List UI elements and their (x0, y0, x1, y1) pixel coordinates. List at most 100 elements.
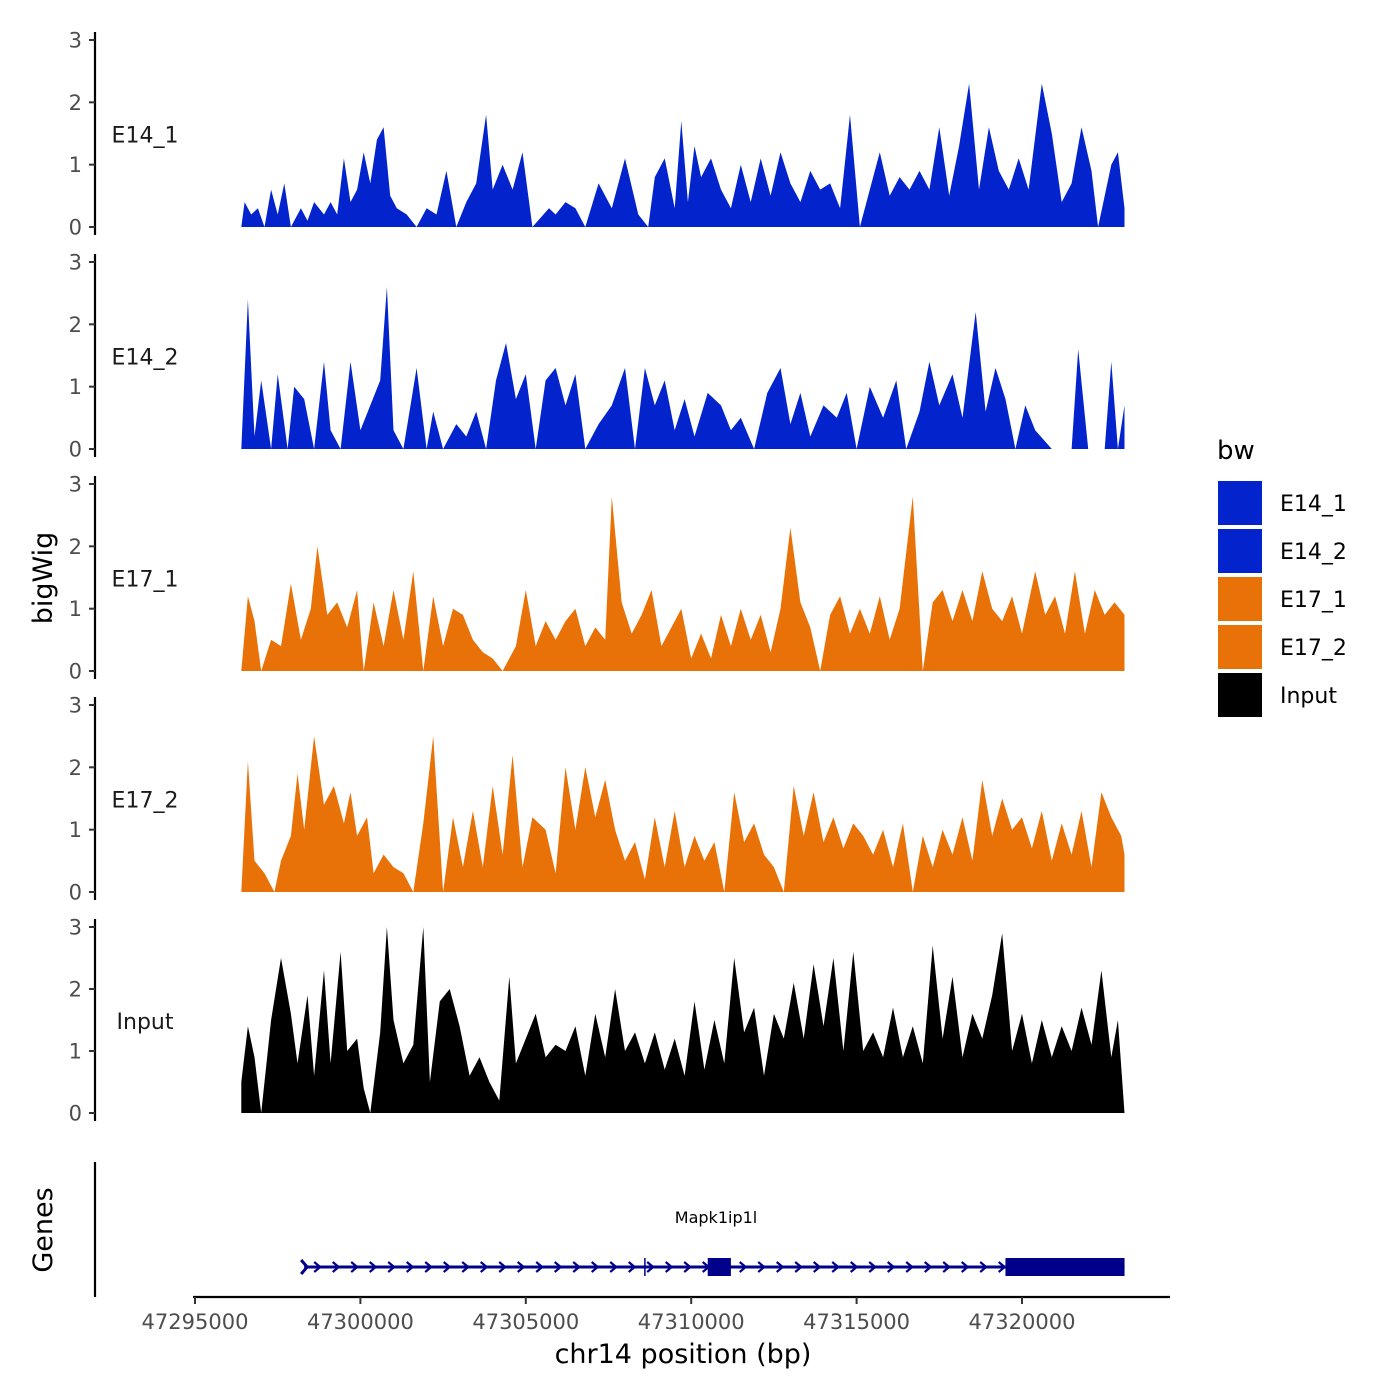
y-tick-label: 3 (69, 473, 82, 497)
y-tick-label: 2 (69, 756, 82, 780)
strand-arrow (627, 1261, 637, 1273)
x-axis: 47295000 47300000 47305000 47310000 47315000… (142, 1295, 1170, 1334)
y-tick-label: 0 (69, 438, 82, 462)
track-label: E14_1 (112, 124, 179, 149)
y-tick-label: 3 (69, 29, 82, 53)
strand-arrow (905, 1261, 914, 1273)
strand-arrow (960, 1261, 970, 1273)
strand-arrow (516, 1261, 526, 1273)
legend-label: E17_1 (1280, 588, 1347, 613)
track-label: E17_1 (112, 568, 179, 593)
y-tick-label: 0 (69, 1102, 82, 1126)
track-e14-1: 0 1 2 3 E14_1 (69, 29, 1125, 240)
strand-arrow (738, 1261, 748, 1273)
strand-arrow (849, 1261, 859, 1273)
y-tick-label: 1 (69, 153, 82, 177)
legend: E14_1 E14_2 E17_1 E17_2 Input (1216, 479, 1347, 719)
exon (300, 1259, 310, 1275)
strand-arrow (886, 1261, 896, 1273)
strand-arrow (646, 1261, 655, 1273)
strand-arrow (405, 1261, 415, 1273)
legend-item-e17-2: E17_2 (1216, 623, 1347, 671)
x-tick-label: 47320000 (969, 1310, 1076, 1334)
strand-arrow (368, 1261, 378, 1273)
y-tick-label: 0 (69, 881, 82, 905)
legend-label: E14_1 (1280, 492, 1347, 517)
track-label: E14_2 (112, 346, 179, 371)
strand-arrow (479, 1261, 489, 1273)
x-tick-label: 47300000 (307, 1310, 414, 1334)
y-tick-label: 0 (69, 660, 82, 684)
legend-swatch (1216, 575, 1264, 623)
strand-arrow (997, 1261, 1007, 1273)
y-tick-label: 1 (69, 1040, 82, 1064)
legend-swatch (1216, 671, 1264, 719)
area-series-e17-1 (241, 496, 1125, 671)
legend-swatch (1216, 527, 1264, 575)
genes-axis-title: Genes (28, 1187, 59, 1272)
strand-arrow (868, 1261, 877, 1273)
strand-arrow (683, 1261, 692, 1273)
strand-arrow (775, 1261, 785, 1273)
track-e17-2: 0 1 2 3 E17_2 (69, 694, 1125, 905)
y-tick-label: 3 (69, 916, 82, 940)
legend-swatch (1216, 623, 1264, 671)
area-series-input (241, 927, 1125, 1113)
strand-arrow (794, 1261, 803, 1273)
area-series-e14-1 (241, 83, 1125, 227)
y-tick-label: 1 (69, 597, 82, 621)
legend-item-e14-2: E14_2 (1216, 527, 1347, 575)
y-tick-label: 2 (69, 313, 82, 337)
y-tick-label: 2 (69, 535, 82, 559)
legend-item-input: Input (1216, 671, 1337, 719)
legend-swatch (1216, 479, 1264, 527)
exon (1005, 1258, 1125, 1276)
x-axis-title: chr14 position (bp) (555, 1339, 812, 1370)
y-tick-label: 2 (69, 978, 82, 1002)
strand-arrow (590, 1261, 600, 1273)
strand-arrow (942, 1261, 951, 1273)
strand-arrow (572, 1261, 581, 1273)
strand-arrow (498, 1261, 507, 1273)
strand-arrow (609, 1261, 618, 1273)
area-series-e17-2 (241, 736, 1125, 892)
legend-item-e14-1: E14_1 (1216, 479, 1347, 527)
track-label: E17_2 (112, 789, 179, 814)
strand-arrow (535, 1261, 544, 1273)
x-tick-label: 47305000 (472, 1310, 579, 1334)
y-tick-label: 1 (69, 375, 82, 399)
strand-arrow (331, 1261, 341, 1273)
strand-arrow (831, 1261, 840, 1273)
bigwig-tracks: 0 1 2 3 E14_1 0 1 2 3 E14_2 0 1 2 3 E17_1 0 1 2 3 E17_2 0 1 2 3… (69, 29, 1125, 1126)
strand-arrow (979, 1261, 988, 1273)
strand-arrow (442, 1261, 452, 1273)
y-tick-label: 3 (69, 694, 82, 718)
strand-arrow (350, 1261, 359, 1273)
strand-arrow (923, 1261, 933, 1273)
track-e14-2: 0 1 2 3 E14_2 (69, 251, 1125, 462)
area-series-e14-2 (241, 286, 1125, 449)
strand-arrow (812, 1261, 822, 1273)
strand-arrow (553, 1261, 563, 1273)
y-tick-label: 3 (69, 251, 82, 275)
strand-arrow (461, 1261, 470, 1273)
legend-label: Input (1280, 684, 1337, 709)
strand-arrow (313, 1261, 322, 1273)
legend-label: E17_2 (1280, 636, 1347, 661)
legend-item-e17-1: E17_1 (1216, 575, 1347, 623)
legend-label: E14_2 (1280, 540, 1347, 565)
x-tick-label: 47315000 (803, 1310, 910, 1334)
strand-arrow (387, 1261, 396, 1273)
strand-arrow (664, 1261, 674, 1273)
track-input: 0 1 2 3 Input (69, 916, 1125, 1126)
gene-track-panel (93, 1162, 1125, 1297)
y-tick-label: 0 (69, 216, 82, 240)
legend-title: bw (1217, 436, 1255, 466)
y-axis-title: bigWig (28, 532, 59, 625)
exon (707, 1258, 731, 1276)
y-tick-label: 1 (69, 818, 82, 842)
x-tick-label: 47295000 (142, 1310, 249, 1334)
x-tick-label: 47310000 (638, 1310, 745, 1334)
gene-name-label: Mapk1ip1l (675, 1208, 757, 1227)
